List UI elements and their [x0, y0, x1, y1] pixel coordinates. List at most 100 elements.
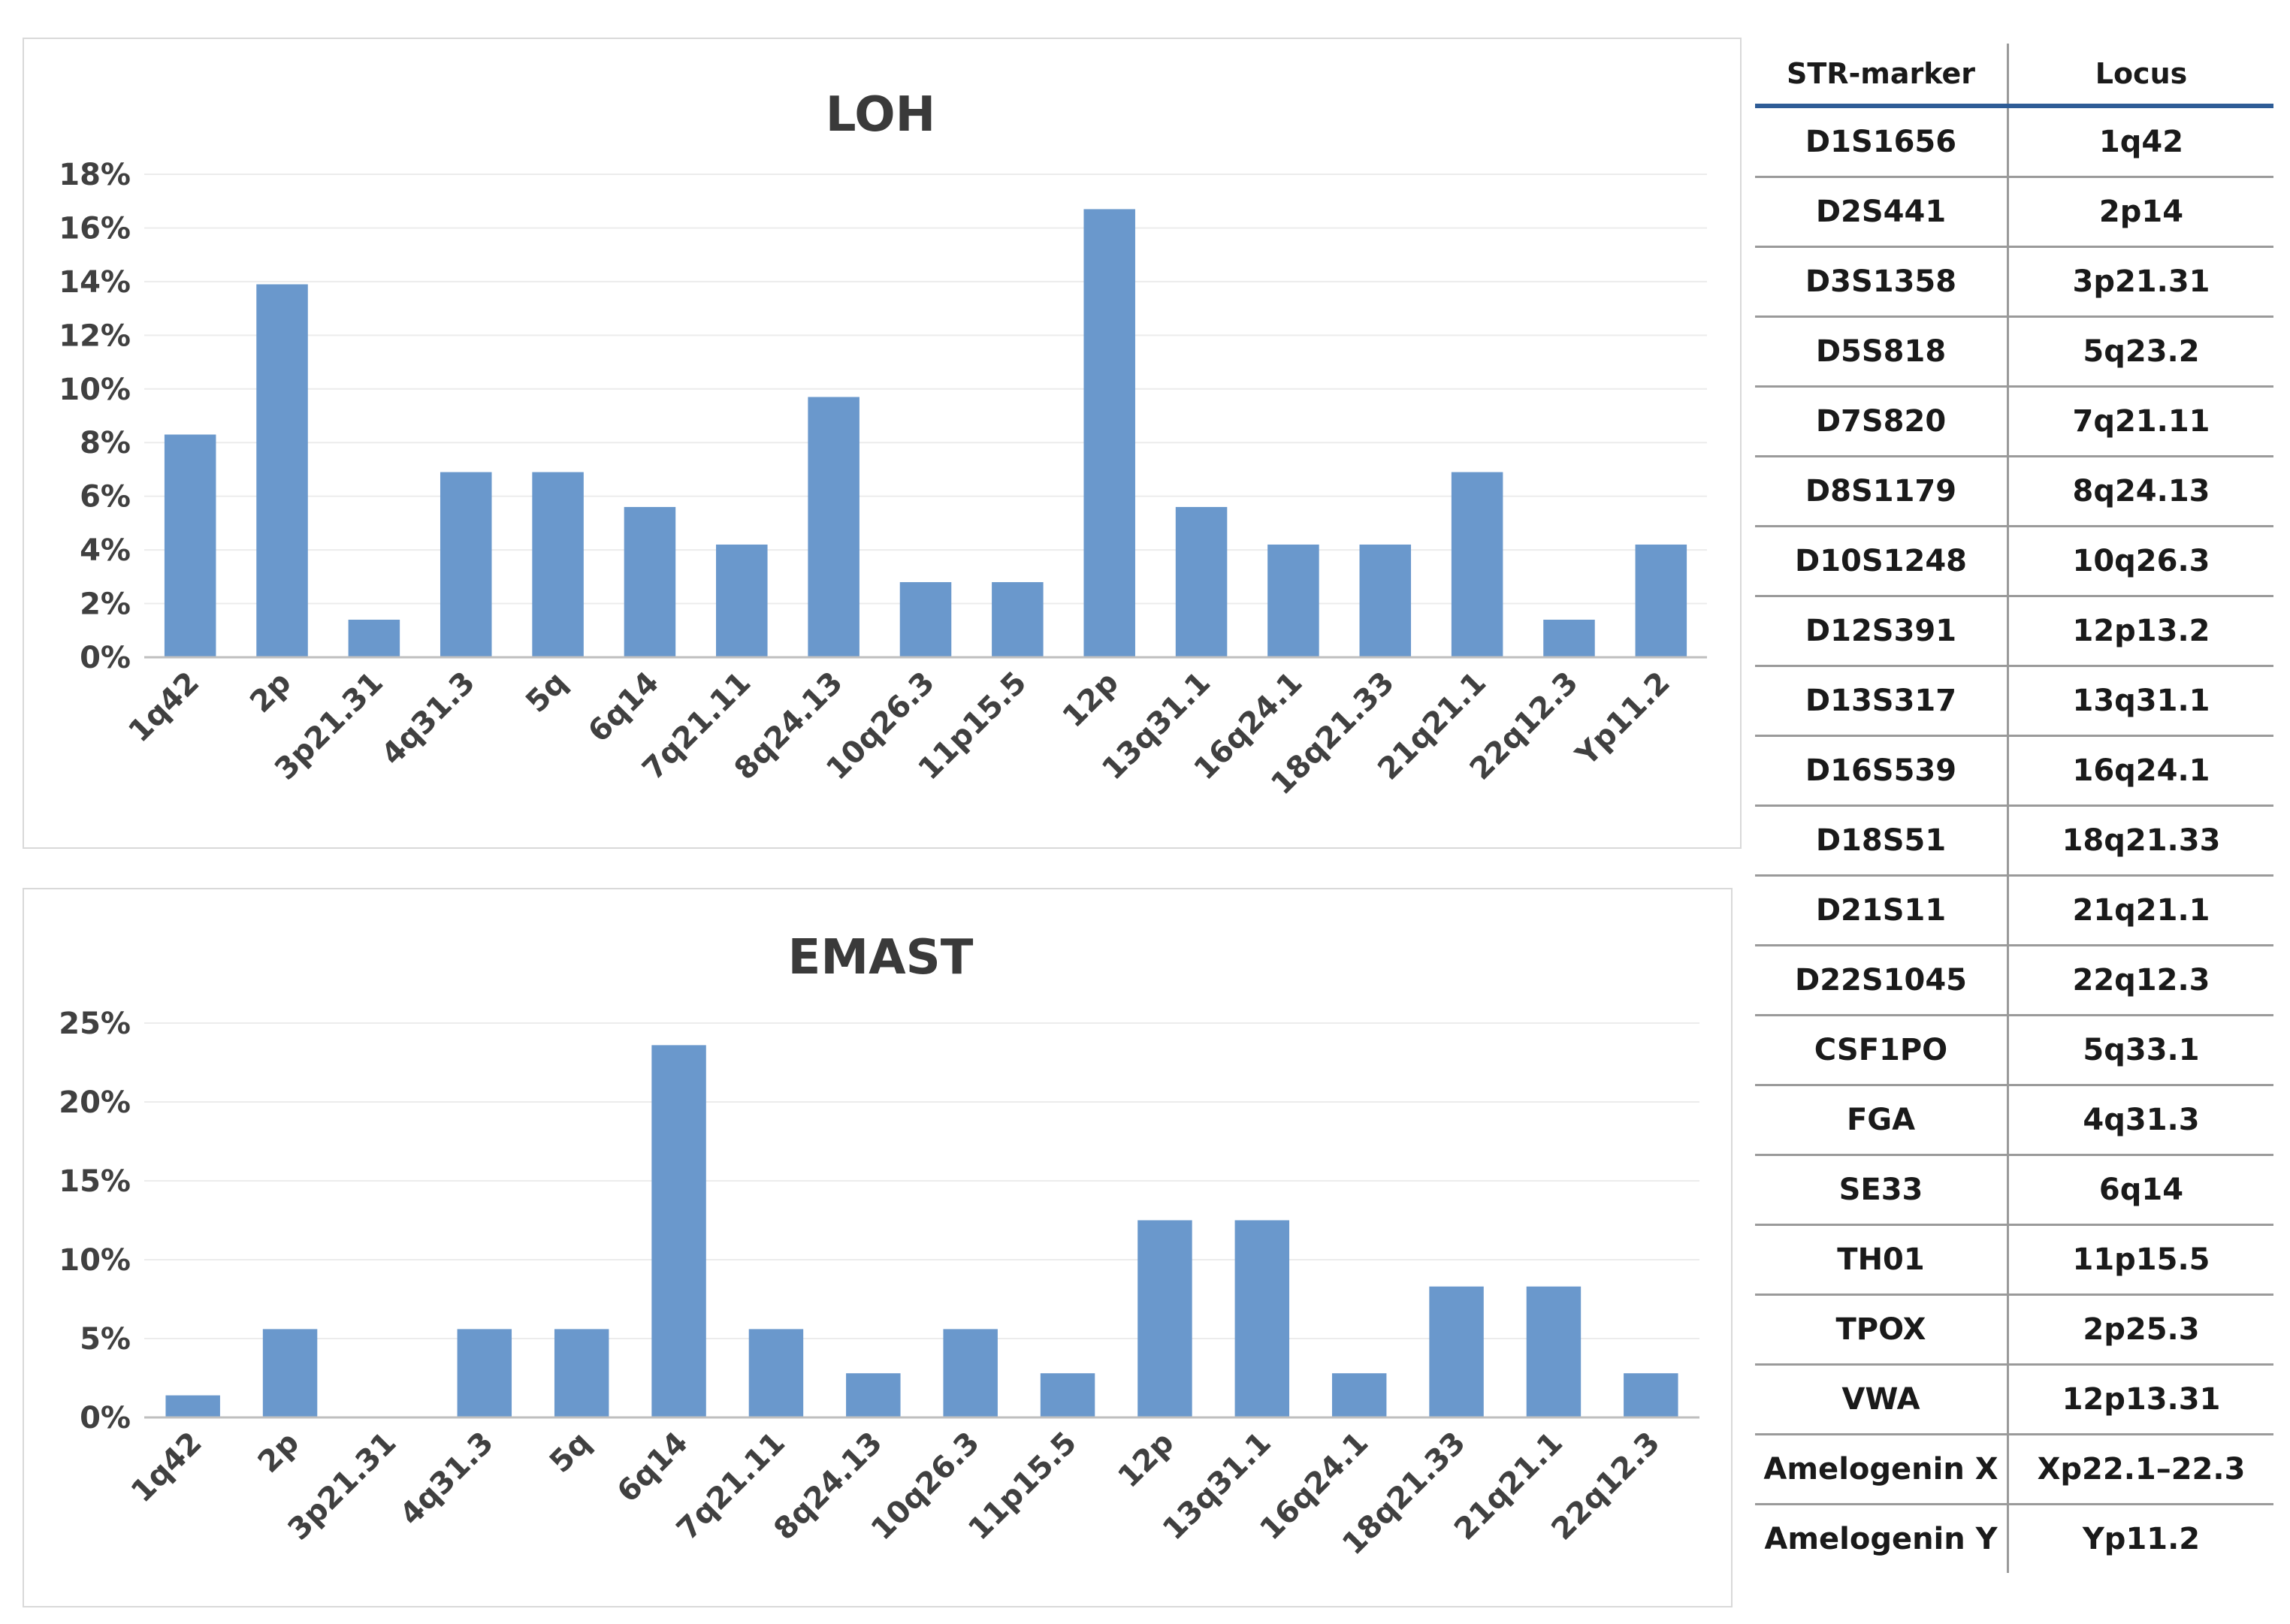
- table-row: Amelogenin Y Yp11.2: [1755, 1504, 2273, 1573]
- locus-cell: 6q14: [2008, 1155, 2273, 1226]
- str-marker-cell: TPOX: [1755, 1294, 2009, 1366]
- bar-16q24.1: [1331, 1373, 1387, 1417]
- y-tick-label: 6%: [80, 480, 131, 515]
- locus-cell: 2p14: [2008, 177, 2273, 248]
- bar-2p: [262, 1329, 318, 1417]
- str-marker-cell: TH01: [1755, 1224, 2009, 1296]
- table-row: D1S1656 1q42: [1755, 106, 2273, 178]
- bar-13q31.1: [1175, 506, 1228, 657]
- locus-cell: 2p25.3: [2008, 1294, 2273, 1366]
- x-category-label: 4q31.3: [394, 1426, 500, 1532]
- str-marker-cell: D5S818: [1755, 316, 2009, 388]
- str-marker-cell: D22S1045: [1755, 945, 2009, 1016]
- str-marker-cell: FGA: [1755, 1085, 2009, 1156]
- str-marker-cell: D1S1656: [1755, 106, 2009, 178]
- str-marker-cell: VWA: [1755, 1364, 2009, 1435]
- table-body: D1S1656 1q42 D2S441 2p14 D3S1358 3p21.31 D5S81…: [1755, 106, 2273, 1573]
- locus-cell: 18q21.33: [2008, 805, 2273, 877]
- bar-11p15.5: [992, 581, 1044, 657]
- table-row: D22S1045 22q12.3: [1755, 945, 2273, 1016]
- bar-22q12.3: [1624, 1373, 1678, 1417]
- bar-18q21.33: [1429, 1286, 1484, 1417]
- str-marker-cell: D13S317: [1755, 666, 2009, 737]
- table-header-row: STR-marker Locus: [1755, 44, 2273, 108]
- chart-title: EMAST: [788, 930, 974, 986]
- str-marker-table: STR-marker Locus D1S1656 1q42 D2S441 2p14 D3…: [1755, 44, 2273, 1573]
- locus-cell: 22q12.3: [2008, 945, 2273, 1016]
- loh-chart-panel: LOH 0% 2% 4% 6% 8% 10% 12% 14% 16% 18% 1q42 2p 3p21.3…: [23, 38, 1742, 849]
- x-category-label: 2p: [243, 666, 298, 720]
- y-tick-label: 0%: [80, 641, 131, 675]
- str-marker-cell: CSF1PO: [1755, 1015, 2009, 1086]
- y-tick-label: 4%: [80, 533, 131, 568]
- table-row: D7S820 7q21.11: [1755, 386, 2273, 457]
- table-row: D8S1179 8q24.13: [1755, 456, 2273, 527]
- y-tick-label: 14%: [59, 265, 131, 300]
- str-marker-cell: Amelogenin X: [1755, 1434, 2009, 1505]
- bar-10q26.3: [943, 1329, 998, 1417]
- locus-cell: 11p15.5: [2008, 1224, 2273, 1296]
- locus-cell: 1q42: [2008, 106, 2273, 178]
- str-marker-cell: D16S539: [1755, 735, 2009, 807]
- bar-7q21.11: [748, 1329, 804, 1417]
- locus-cell: 3p21.31: [2008, 246, 2273, 318]
- bar-11p15.5: [1040, 1373, 1095, 1417]
- str-marker-cell: D8S1179: [1755, 456, 2009, 527]
- table-row: D13S317 13q31.1: [1755, 666, 2273, 737]
- x-category-label: 2p: [252, 1426, 306, 1480]
- bar-21q21.1: [1451, 472, 1503, 657]
- locus-cell: 13q31.1: [2008, 666, 2273, 737]
- table-row: D3S1358 3p21.31: [1755, 246, 2273, 318]
- bar-2p: [256, 284, 308, 657]
- table-row: Amelogenin X Xp22.1–22.3: [1755, 1434, 2273, 1505]
- table-row: D10S1248 10q26.3: [1755, 526, 2273, 597]
- locus-cell: 21q21.1: [2008, 875, 2273, 946]
- table-row: D18S51 18q21.33: [1755, 805, 2273, 877]
- locus-cell: 10q26.3: [2008, 526, 2273, 597]
- str-marker-cell: D3S1358: [1755, 246, 2009, 318]
- y-tick-label: 25%: [59, 1007, 131, 1041]
- bar-6q14: [651, 1045, 706, 1417]
- bar-13q31.1: [1234, 1220, 1290, 1417]
- bar-6q14: [624, 506, 676, 657]
- table-row: TH01 11p15.5: [1755, 1224, 2273, 1296]
- y-tick-label: 2%: [80, 587, 131, 622]
- bar-10q26.3: [899, 581, 952, 657]
- x-category-label: Yp11.2: [1569, 666, 1677, 774]
- locus-cell: 5q33.1: [2008, 1015, 2273, 1086]
- str-marker-cell: D2S441: [1755, 177, 2009, 248]
- bar-12p: [1137, 1220, 1192, 1417]
- bar-8q24.13: [808, 397, 860, 657]
- bar-7q21.11: [716, 544, 768, 657]
- y-tick-label: 10%: [59, 1243, 131, 1278]
- chart-title: LOH: [826, 87, 935, 143]
- y-tick-label: 15%: [59, 1164, 131, 1199]
- y-tick-label: 8%: [80, 426, 131, 460]
- locus-cell: 12p13.31: [2008, 1364, 2273, 1435]
- table-row: FGA 4q31.3: [1755, 1085, 2273, 1156]
- y-tick-label: 18%: [59, 158, 131, 192]
- y-tick-label: 0%: [80, 1401, 131, 1435]
- table-row: CSF1PO 5q33.1: [1755, 1015, 2273, 1086]
- table-row: SE33 6q14: [1755, 1155, 2273, 1226]
- y-tick-label: 20%: [59, 1085, 131, 1120]
- str-marker-cell: D21S11: [1755, 875, 2009, 946]
- bar-8q24.13: [846, 1373, 901, 1417]
- bar-22q12.3: [1543, 619, 1595, 657]
- x-category-label: 12p: [1111, 1426, 1180, 1495]
- table-row: VWA 12p13.31: [1755, 1364, 2273, 1435]
- locus-cell: 12p13.2: [2008, 596, 2273, 667]
- emast-chart-panel: EMAST 0% 5% 10% 15% 20% 25% 1q42 2p 3p21.31 4q31.3…: [23, 888, 1733, 1607]
- bar-5q: [532, 472, 584, 657]
- bar-4q31.3: [457, 1329, 512, 1417]
- table-row: D5S818 5q23.2: [1755, 316, 2273, 388]
- str-marker-cell: D12S391: [1755, 596, 2009, 667]
- table-row: TPOX 2p25.3: [1755, 1294, 2273, 1366]
- y-tick-label: 12%: [59, 318, 131, 353]
- str-marker-cell: D18S51: [1755, 805, 2009, 877]
- bar-Yp11.2: [1635, 544, 1687, 657]
- table-row: D21S11 21q21.1: [1755, 875, 2273, 946]
- column-header-locus: Locus: [2008, 44, 2273, 108]
